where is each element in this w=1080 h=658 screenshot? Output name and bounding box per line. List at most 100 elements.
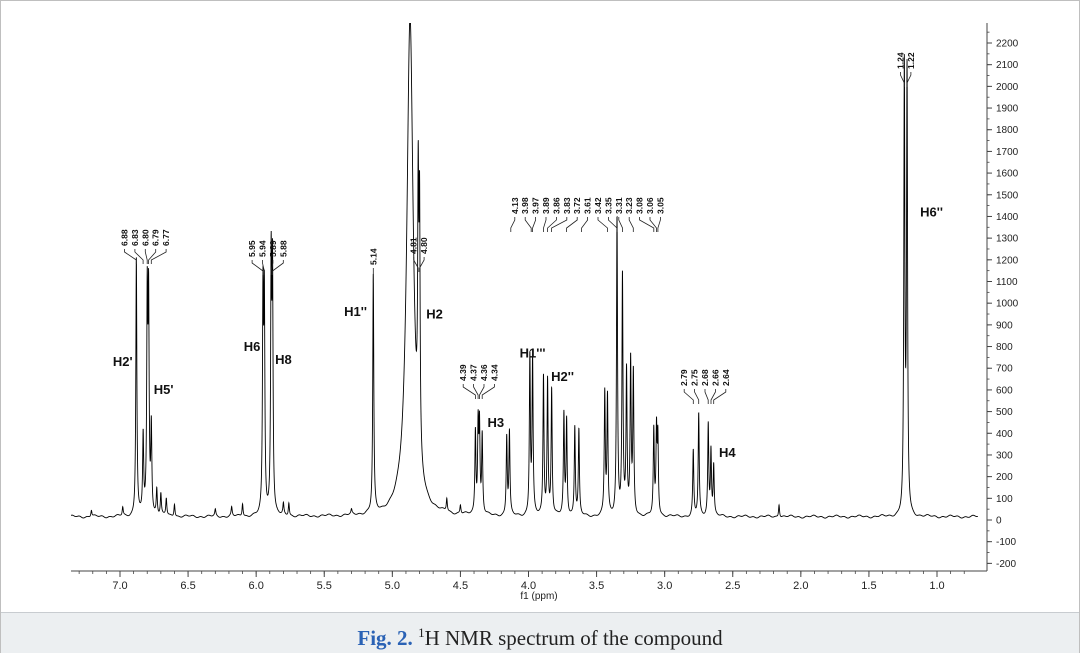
y-tick-label: -100 xyxy=(996,537,1016,548)
peak-label: 5.95 xyxy=(247,240,257,257)
x-tick-label: 1.5 xyxy=(861,580,876,592)
peak-label-group: 2.79 2.75 2.68 2.66 2.64 xyxy=(679,369,731,404)
assignment-label: H4 xyxy=(719,445,736,460)
peak-label-leader xyxy=(473,384,479,399)
y-tick-label: 1700 xyxy=(996,147,1019,158)
y-tick-label: 400 xyxy=(996,429,1013,440)
peak-label-leader xyxy=(510,217,516,232)
peak-label: 2.66 xyxy=(710,369,720,386)
peak-label: 5.14 xyxy=(368,248,378,265)
peak-label-leader xyxy=(628,217,634,232)
peak-label: 2.64 xyxy=(721,369,731,386)
peak-label: 2.79 xyxy=(679,369,689,386)
peak-label-leader xyxy=(639,217,655,232)
peak-label-leader xyxy=(272,260,284,275)
x-tick-label: 4.5 xyxy=(453,580,468,592)
peak-label-leader xyxy=(649,217,657,232)
peak-label: 1.24 xyxy=(896,52,906,69)
peak-label-leader xyxy=(713,389,727,404)
peak-label: 3.61 xyxy=(583,197,593,214)
x-tick-label: 5.0 xyxy=(385,580,400,592)
peak-label: 3.31 xyxy=(614,197,624,214)
peak-label-leader xyxy=(524,217,532,232)
peak-label-leader xyxy=(900,72,905,87)
y-tick-label: 0 xyxy=(996,516,1002,527)
assignment-label: H1''' xyxy=(520,345,546,360)
peak-label: 3.83 xyxy=(562,197,572,214)
y-tick-label: 500 xyxy=(996,407,1013,418)
y-tick-label: 700 xyxy=(996,364,1013,375)
peak-label: 3.08 xyxy=(635,197,645,214)
peak-label-leader xyxy=(150,249,167,264)
y-axis: -200 -100 0 100 200 300 400 500 600 700 800 900 1000… xyxy=(986,23,1019,571)
y-tick-label: 1100 xyxy=(996,277,1018,288)
peak-label-group: 4.13 3.98 3.97 3.89 3.86 3.83 3.72 3.61 3.42 3.35… xyxy=(510,197,665,232)
peak-label-leader xyxy=(618,217,623,232)
peak-label: 3.35 xyxy=(603,197,613,214)
peak-label-leader xyxy=(694,389,700,404)
peak-label-group: 5.95 5.94 5.89 5.88 xyxy=(247,240,288,275)
peak-label-leader xyxy=(479,384,485,399)
y-tick-label: 1600 xyxy=(996,169,1019,180)
x-tick-label: 6.5 xyxy=(180,580,195,592)
figure-caption: Fig. 2. 1H NMR spectrum of the compound xyxy=(1,612,1079,653)
peak-label-leader xyxy=(251,260,264,275)
caption-label: Fig. 2. xyxy=(357,626,413,650)
y-tick-label: -200 xyxy=(996,559,1016,570)
peak-label: 4.34 xyxy=(489,364,499,381)
peak-label: 2.75 xyxy=(690,369,700,386)
x-tick-label: 5.5 xyxy=(317,580,332,592)
y-tick-label: 900 xyxy=(996,320,1013,331)
peak-label-leader xyxy=(906,72,912,87)
peak-label-group: 4.81 4.80 xyxy=(409,237,429,272)
spectrum-trace xyxy=(71,23,978,519)
peak-label: 6.79 xyxy=(151,229,161,246)
x-tick-label: 6.0 xyxy=(249,580,264,592)
peak-label: 3.06 xyxy=(645,197,655,214)
caption-superscript: 1 xyxy=(418,625,425,640)
peak-label-leader xyxy=(124,249,137,264)
assignment-label: H3 xyxy=(488,415,505,430)
assignment-label: H5' xyxy=(154,382,174,397)
x-tick-label: 3.0 xyxy=(657,580,672,592)
assignment-label: H6'' xyxy=(920,204,943,219)
peak-label-leader xyxy=(581,217,588,232)
nmr-spectrum-chart: -200 -100 0 100 200 300 400 500 600 700 800 900 1000… xyxy=(71,23,1019,602)
peak-label-leader xyxy=(597,217,608,232)
peak-label: 3.98 xyxy=(520,197,530,214)
peak-label-group: 1.24 1.22 xyxy=(896,52,916,87)
assignment-label: H8 xyxy=(275,352,292,367)
peak-label: 4.36 xyxy=(479,364,489,381)
peak-label-leader xyxy=(683,389,694,404)
peak-label: 4.80 xyxy=(419,237,429,254)
peak-label-leader xyxy=(543,217,547,232)
y-tick-label: 600 xyxy=(996,385,1013,396)
peak-label: 3.86 xyxy=(551,197,561,214)
peak-label-leader xyxy=(134,249,144,264)
peak-label-group: 4.39 4.37 4.36 4.34 xyxy=(458,364,499,399)
y-tick-label: 800 xyxy=(996,342,1013,353)
x-tick-label: 1.0 xyxy=(929,580,944,592)
x-axis: 7.0 6.5 6.0 5.5 5.0 4.5 4.0 3.5 3.0 2.5 2.0 1.5 1.0 xyxy=(71,570,987,592)
y-tick-label: 200 xyxy=(996,472,1013,483)
assignment-label: H2'' xyxy=(551,369,574,384)
peak-label-leader xyxy=(270,260,274,275)
peak-label: 3.42 xyxy=(593,197,603,214)
y-tick-label: 1900 xyxy=(996,104,1019,115)
peak-label: 6.83 xyxy=(130,229,140,246)
peak-label: 1.22 xyxy=(906,52,916,69)
x-tick-label: 2.5 xyxy=(725,580,740,592)
peak-label: 5.89 xyxy=(268,240,278,257)
x-tick-label: 2.0 xyxy=(793,580,808,592)
x-tick-label: 3.5 xyxy=(589,580,604,592)
peak-label-leader xyxy=(481,384,495,399)
peak-label-group: 5.14 xyxy=(368,248,378,283)
peak-label-layer: 6.88 6.83 6.80 6.79 6.77 5.95 5.94 5.89 5.88 5.14… xyxy=(120,52,916,404)
peak-label: 3.72 xyxy=(572,197,582,214)
y-tick-label: 1000 xyxy=(996,299,1019,310)
peak-label-leader xyxy=(532,217,536,232)
assignment-label: H2' xyxy=(113,354,133,369)
y-tick-label: 100 xyxy=(996,494,1013,505)
peak-label: 2.68 xyxy=(700,369,710,386)
peak-label-leader xyxy=(704,389,709,404)
